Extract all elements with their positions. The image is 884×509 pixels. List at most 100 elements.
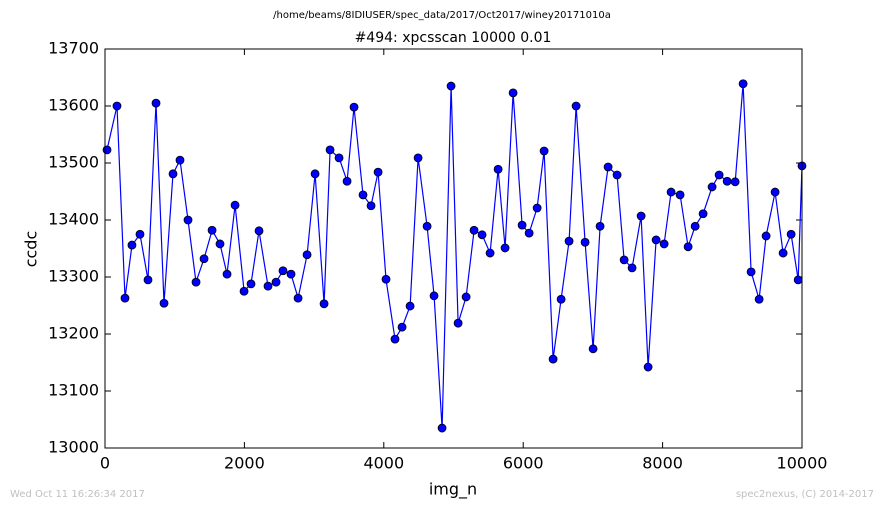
y-axis-label: ccdc <box>22 231 41 268</box>
data-point <box>508 88 518 98</box>
data-point <box>761 231 771 241</box>
x-tick-label: 0 <box>100 454 110 473</box>
data-point <box>342 176 352 186</box>
x-tick-label: 4000 <box>363 454 404 473</box>
data-point <box>603 162 613 172</box>
footer-right: spec2nexus, (C) 2014-2017 <box>736 489 874 500</box>
data-point <box>199 254 209 264</box>
data-point <box>175 155 185 165</box>
data-point <box>183 215 193 225</box>
plot-frame <box>104 48 803 449</box>
data-point <box>793 275 803 285</box>
y-tick-label: 13600 <box>48 96 99 115</box>
data-point <box>302 250 312 260</box>
data-point <box>135 229 145 239</box>
data-point <box>159 298 169 308</box>
x-tick-label: 2000 <box>224 454 265 473</box>
data-point <box>595 221 605 231</box>
data-point <box>659 239 669 249</box>
data-point <box>532 203 542 213</box>
data-point <box>151 98 161 108</box>
data-point <box>334 153 344 163</box>
data-point <box>524 228 534 238</box>
data-point <box>612 170 622 180</box>
y-tick-label: 13100 <box>48 381 99 400</box>
data-point <box>215 239 225 249</box>
data-point <box>580 237 590 247</box>
data-point <box>539 146 549 156</box>
data-point <box>325 145 335 155</box>
data-point <box>770 187 780 197</box>
suptitle: /home/beams/8IDIUSER/spec_data/2017/Oct2… <box>273 10 611 21</box>
data-line <box>106 83 803 429</box>
data-point <box>651 235 661 245</box>
data-point <box>143 275 153 285</box>
x-tick-label: 6000 <box>503 454 544 473</box>
data-point <box>286 269 296 279</box>
data-point <box>698 209 708 219</box>
data-point <box>666 187 676 197</box>
data-point <box>786 229 796 239</box>
data-point <box>469 225 479 235</box>
data-point <box>358 190 368 200</box>
data-point <box>230 200 240 210</box>
data-point <box>319 299 329 309</box>
x-tick-label: 10000 <box>777 454 828 473</box>
data-point <box>120 293 130 303</box>
data-point <box>548 354 558 364</box>
data-point <box>429 291 439 301</box>
data-point <box>254 226 264 236</box>
data-point <box>461 292 471 302</box>
data-point <box>381 274 391 284</box>
data-point <box>500 243 510 253</box>
data-point <box>722 176 732 186</box>
data-point <box>588 344 598 354</box>
data-point <box>556 294 566 304</box>
data-point <box>278 266 288 276</box>
data-point <box>738 79 748 89</box>
data-point <box>102 145 112 155</box>
data-point <box>349 102 359 112</box>
data-point <box>730 177 740 187</box>
data-point <box>636 211 646 221</box>
data-point <box>271 277 281 287</box>
data-point <box>112 101 122 111</box>
data-point <box>422 221 432 231</box>
data-point <box>127 240 137 250</box>
x-tick-label: 8000 <box>642 454 683 473</box>
data-point <box>714 170 724 180</box>
data-point <box>485 248 495 258</box>
chart-title: #494: xpcsscan 10000 0.01 <box>355 30 552 46</box>
data-point <box>571 101 581 111</box>
y-tick-label: 13700 <box>48 39 99 58</box>
data-point <box>222 269 232 279</box>
y-tick-label: 13000 <box>48 438 99 457</box>
data-point <box>437 423 447 433</box>
y-tick-label: 13400 <box>48 210 99 229</box>
data-point <box>446 81 456 91</box>
data-point <box>675 190 685 200</box>
y-tick-label: 13500 <box>48 153 99 172</box>
data-point <box>246 279 256 289</box>
data-point <box>207 225 217 235</box>
data-point <box>690 221 700 231</box>
data-point <box>683 242 693 252</box>
data-point <box>310 169 320 179</box>
data-point <box>707 182 717 192</box>
data-point <box>619 255 629 265</box>
data-point <box>627 263 637 273</box>
data-point <box>754 294 764 304</box>
data-point <box>405 301 415 311</box>
y-tick-label: 13200 <box>48 324 99 343</box>
footer-left: Wed Oct 11 16:26:34 2017 <box>10 489 145 500</box>
y-tick-label: 13300 <box>48 267 99 286</box>
data-point <box>366 201 376 211</box>
data-point <box>746 267 756 277</box>
data-point <box>493 164 503 174</box>
x-axis-label: img_n <box>429 480 477 500</box>
data-point <box>239 286 249 296</box>
data-point <box>477 230 487 240</box>
data-point <box>413 153 423 163</box>
